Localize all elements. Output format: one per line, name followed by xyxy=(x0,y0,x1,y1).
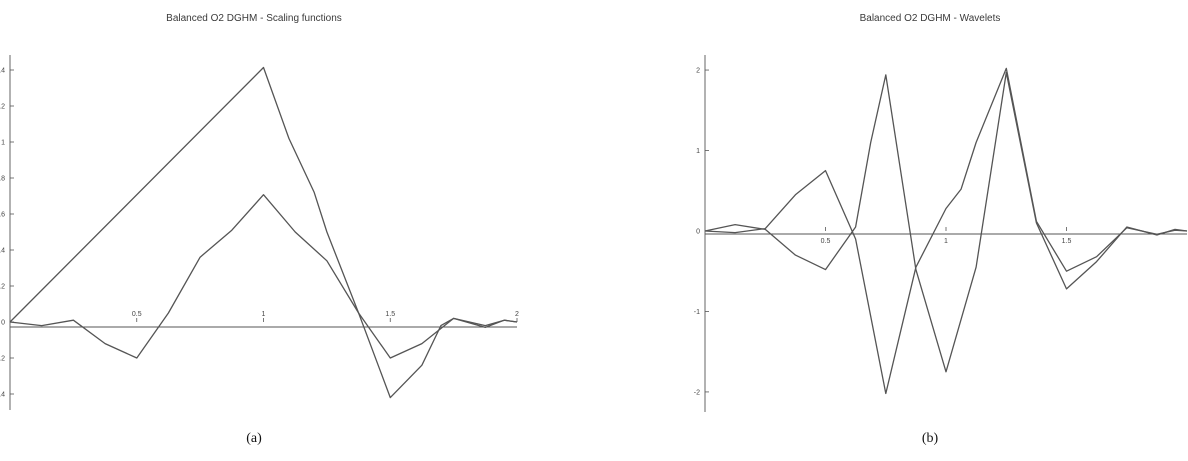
y-tick-label: 1 xyxy=(1,140,5,147)
series-line-1 xyxy=(704,71,1188,373)
x-tick-label: 2 xyxy=(515,311,519,318)
y-tick-label: 0.6 xyxy=(0,212,5,219)
y-tick-label: -2 xyxy=(694,389,700,396)
panel-caption: (b) xyxy=(922,431,939,446)
x-tick-label: 1 xyxy=(944,238,948,245)
y-tick-label: 1.4 xyxy=(0,68,5,75)
chart-title: Balanced O2 DGHM - Scaling functions xyxy=(166,13,342,24)
y-tick-label: 0 xyxy=(1,320,5,327)
y-tick-label: 0.8 xyxy=(0,176,5,183)
chart-wavelets: Balanced O2 DGHM - Wavelets 2 1 0 -1 -2 0.5 1 1… xyxy=(694,13,1188,446)
x-tick-label: 1.5 xyxy=(385,311,395,318)
y-tick-label: -0.4 xyxy=(0,392,5,399)
chart-scaling-functions: Balanced O2 DGHM - Scaling functions 1.4… xyxy=(0,13,519,446)
x-tick-label: 1.5 xyxy=(1062,238,1072,245)
y-tick-label: -0.2 xyxy=(0,356,5,363)
panel-caption: (a) xyxy=(246,431,262,446)
y-tick-label: 0 xyxy=(696,228,700,235)
series-group xyxy=(704,67,1188,395)
y-tick-label: 1 xyxy=(696,148,700,155)
y-tick-label: 2 xyxy=(696,68,700,75)
y-tick-label: -1 xyxy=(694,309,700,316)
x-tick-label: 1 xyxy=(262,311,266,318)
tick-group: 1.4 1.2 1 0.8 0.6 0.4 0.2 0 -0.2 -0.4 0.5 1 1.5 2 xyxy=(0,68,519,399)
series-group xyxy=(9,66,518,399)
chart-title: Balanced O2 DGHM - Wavelets xyxy=(860,13,1001,24)
series-line-2 xyxy=(9,194,518,359)
series-line-2 xyxy=(704,67,1188,395)
x-tick-label: 0.5 xyxy=(132,311,142,318)
series-line-1 xyxy=(9,66,518,399)
y-tick-label: 0.4 xyxy=(0,248,5,255)
y-tick-label: 0.2 xyxy=(0,284,5,291)
x-tick-label: 0.5 xyxy=(821,238,831,245)
y-tick-label: 1.2 xyxy=(0,104,5,111)
tick-group: 2 1 0 -1 -2 0.5 1 1.5 xyxy=(694,68,1072,397)
